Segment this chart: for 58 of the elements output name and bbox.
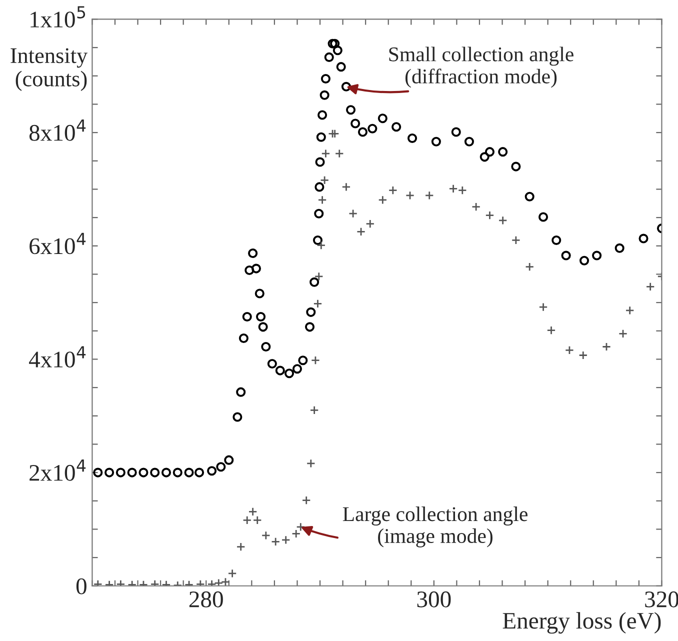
point <box>525 262 534 272</box>
point <box>472 202 481 212</box>
point <box>320 176 330 185</box>
point <box>313 299 322 308</box>
point <box>306 458 316 468</box>
point <box>321 149 330 158</box>
point <box>271 537 280 546</box>
point <box>424 190 434 200</box>
point <box>314 272 324 281</box>
point <box>406 190 414 200</box>
point <box>348 209 358 218</box>
point <box>511 236 520 245</box>
y-tick-label: 1x10$^{5}$ <box>30 6 86 28</box>
point <box>498 216 508 225</box>
point <box>602 342 611 352</box>
point <box>334 149 344 158</box>
x-tick-label: 300 <box>417 591 451 608</box>
point <box>388 186 398 195</box>
point <box>302 496 311 505</box>
y-tick-label: 4x10$^{4}$ <box>29 346 86 368</box>
point <box>318 195 327 204</box>
y-tick-label: 8x10$^{4}$ <box>29 120 86 141</box>
point <box>342 182 351 192</box>
point <box>564 346 574 355</box>
point <box>220 577 230 586</box>
point <box>485 210 494 220</box>
point <box>214 578 224 586</box>
point <box>378 195 388 204</box>
point <box>458 186 467 195</box>
y-tick-label: 6x10$^{4}$ <box>30 232 86 254</box>
point <box>618 329 628 338</box>
point <box>252 516 262 525</box>
y-axis-title: Intensity (counts) <box>10 48 88 91</box>
point <box>578 350 588 360</box>
annotation: Large collection angle (image mode) <box>342 506 528 548</box>
x-axis-title: Energy loss (eV) <box>502 612 661 634</box>
point <box>316 240 326 250</box>
y-tick-label: 2x10$^{4}$ <box>30 460 86 481</box>
y-tick-label: 0 <box>76 578 86 594</box>
x-tick-label: 280 <box>189 591 223 608</box>
point <box>448 184 458 194</box>
point <box>261 530 270 540</box>
point <box>236 542 246 552</box>
point <box>310 406 319 415</box>
point <box>248 507 258 516</box>
point <box>330 129 340 138</box>
point <box>242 516 252 525</box>
point <box>625 306 634 315</box>
point <box>366 219 375 228</box>
point <box>228 568 237 578</box>
point <box>310 356 320 365</box>
point <box>328 129 338 138</box>
point <box>646 282 655 292</box>
point <box>281 535 290 544</box>
point <box>356 227 366 236</box>
point <box>538 302 548 312</box>
point <box>546 326 556 335</box>
annotation: Small collection angle (diffraction mode) <box>389 46 574 88</box>
